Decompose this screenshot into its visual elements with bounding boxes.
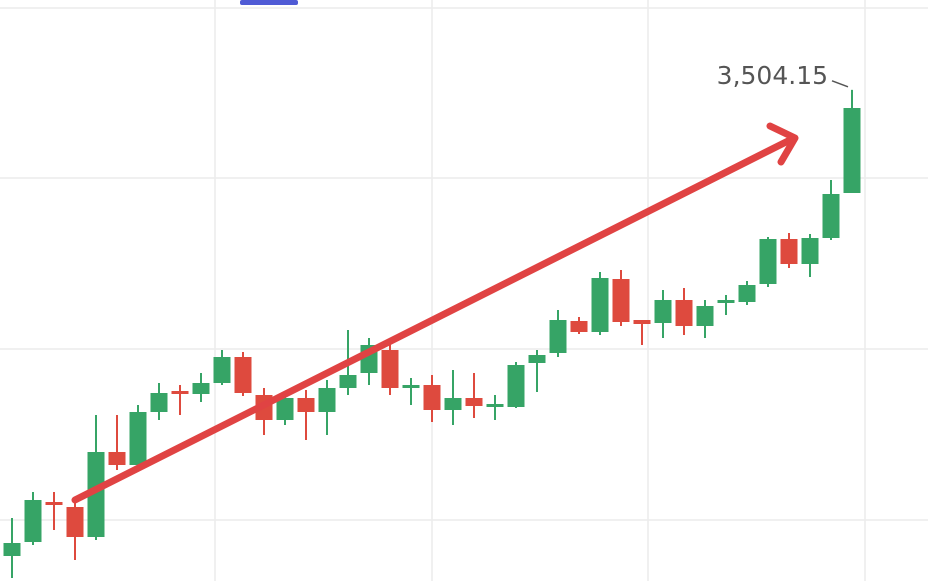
candle-body — [276, 398, 294, 420]
candle-body — [402, 385, 420, 388]
candle-body — [318, 388, 336, 412]
candle-body — [297, 398, 315, 412]
candle-body — [234, 357, 252, 393]
horizontal-grid — [0, 7, 928, 521]
candle-body — [654, 300, 672, 323]
annotation-group: 3,504.15 — [717, 61, 849, 90]
candle-body — [24, 500, 42, 542]
candle-body — [738, 285, 756, 302]
candle-body — [45, 502, 63, 505]
annotation-label: 3,504.15 — [717, 61, 828, 90]
candle-body — [612, 279, 630, 322]
candle-body — [66, 507, 84, 537]
candle-body — [213, 357, 231, 383]
candle-body — [570, 321, 588, 332]
candle-body — [822, 194, 840, 238]
candle-body — [486, 404, 504, 407]
candle-body — [780, 239, 798, 264]
candle-body — [633, 320, 651, 324]
candle-body — [528, 355, 546, 363]
candle-body — [759, 239, 777, 284]
candle-body — [507, 365, 525, 407]
candle-body — [381, 350, 399, 388]
candle-body — [801, 238, 819, 264]
candle-body — [3, 543, 21, 556]
candle-body — [150, 393, 168, 412]
candle-body — [549, 320, 567, 353]
candle-body — [108, 452, 126, 465]
candle-body — [339, 375, 357, 388]
arrow-head — [766, 122, 799, 166]
candle-body — [696, 306, 714, 326]
candle-body — [591, 278, 609, 332]
annotation-leader — [831, 80, 849, 88]
tab-indicator — [240, 0, 298, 5]
arrow-shaft — [71, 135, 796, 504]
candle-body — [129, 412, 147, 465]
candle-body — [423, 385, 441, 410]
candle-body — [465, 398, 483, 406]
candle-body — [675, 300, 693, 326]
candle-body — [444, 398, 462, 410]
vertical-grid — [214, 0, 866, 581]
candle-body — [87, 452, 105, 537]
candle-body — [843, 108, 861, 193]
trend-arrow — [71, 122, 799, 504]
candle-body — [192, 383, 210, 394]
candle-body — [717, 300, 735, 303]
candle-body — [171, 391, 189, 394]
